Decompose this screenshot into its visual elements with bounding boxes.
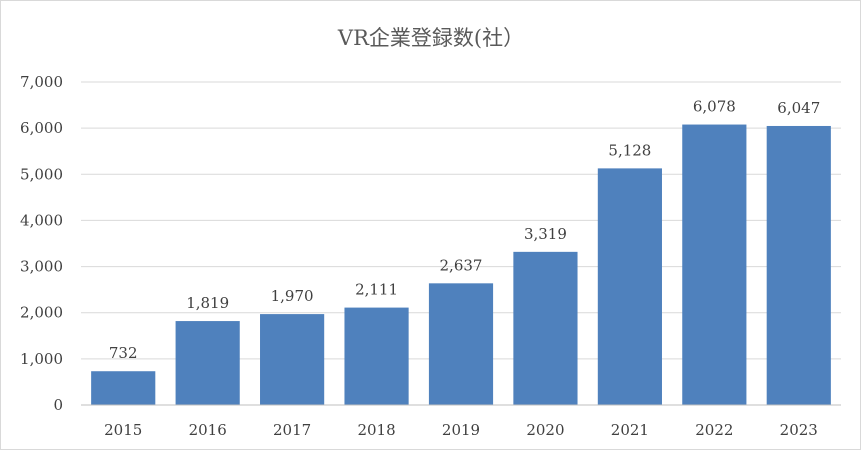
y-tick-label: 4,000 [20,211,63,229]
bar-2018 [344,307,409,405]
y-tick-label: 3,000 [20,258,63,276]
bar-2022 [682,124,747,406]
y-tick-label: 5,000 [20,165,63,183]
bar-2016 [175,321,240,405]
data-label-2023: 6,047 [777,99,820,117]
bar-2023 [766,125,831,405]
x-tick-label: 2022 [695,421,733,439]
data-label-2019: 2,637 [440,256,483,274]
chart-title: VR企業登録数(社） [337,26,524,50]
gridlines [81,81,841,360]
data-label-2022: 6,078 [693,98,736,116]
data-labels: 732 1,819 1,970 2,111 2,637 3,319 5,128 6,078 6,… [109,98,820,363]
bar-2017 [260,314,325,405]
bar-2019 [428,283,494,405]
x-tick-label: 2021 [611,421,649,439]
bar-2021 [597,168,662,405]
x-tick-label: 2016 [189,421,227,439]
y-tick-label: 2,000 [20,304,63,322]
data-label-2018: 2,111 [355,281,398,299]
x-tick-label: 2017 [273,421,311,439]
data-label-2016: 1,819 [186,294,229,312]
bars [91,124,831,406]
data-label-2015: 732 [109,344,138,362]
y-tick-label: 7,000 [20,73,63,91]
data-label-2020: 3,319 [524,225,567,243]
x-tick-label: 2018 [357,421,395,439]
data-label-2021: 5,128 [608,141,651,159]
y-axis-ticks: 0 1,000 2,000 3,000 4,000 5,000 6,000 7,000 [20,73,63,414]
bar-2020 [513,251,578,405]
x-axis-ticks: 2015 2016 2017 2018 2019 2020 2021 2022 2023 [104,421,818,439]
y-tick-label: 1,000 [20,350,63,368]
data-label-2017: 1,970 [271,287,314,305]
x-tick-label: 2019 [442,421,480,439]
x-tick-label: 2020 [526,421,564,439]
y-tick-label: 6,000 [20,119,63,137]
bar-2015 [91,371,156,405]
x-tick-label: 2015 [104,421,142,439]
x-tick-label: 2023 [780,421,818,439]
y-tick-label: 0 [53,396,63,414]
